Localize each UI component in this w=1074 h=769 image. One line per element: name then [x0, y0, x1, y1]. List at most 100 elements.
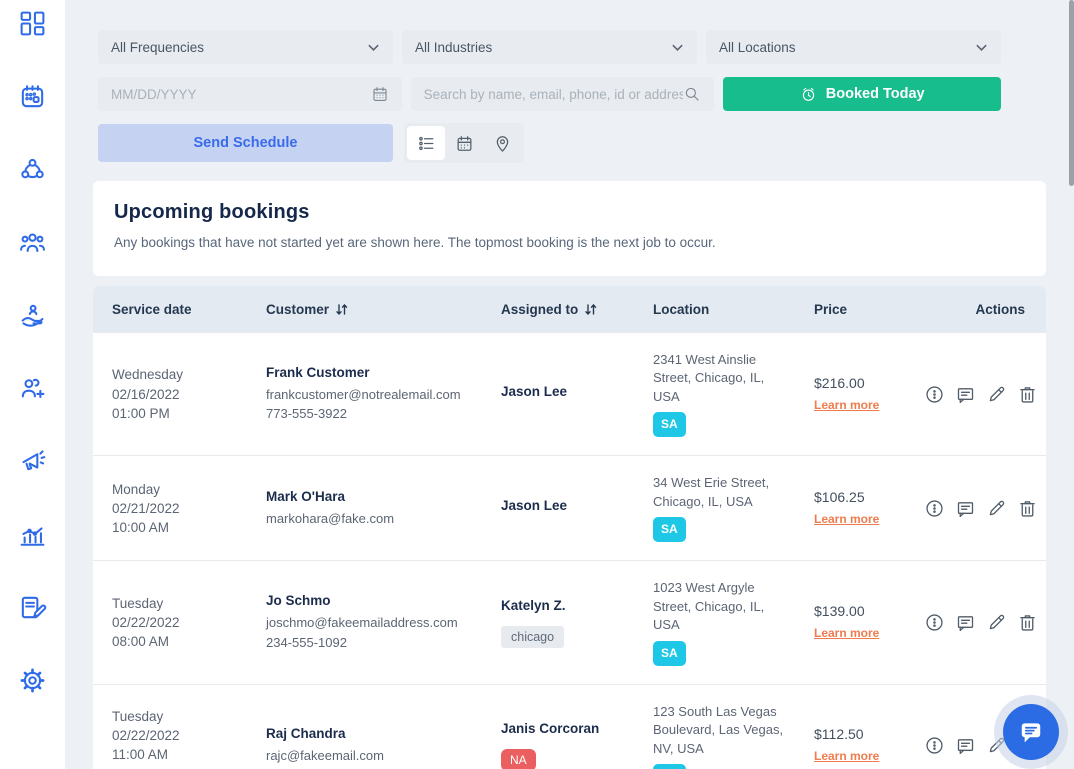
- frequencies-select[interactable]: All Frequencies: [98, 30, 393, 64]
- date-field-wrap: [98, 77, 402, 111]
- customer-name: Jo Schmo: [266, 593, 331, 609]
- location-address: 34 West Erie Street, Chicago, IL, USA: [653, 475, 770, 509]
- date-input[interactable]: [111, 86, 371, 102]
- sidebar-item-analytics[interactable]: [17, 523, 49, 551]
- location-badge: SA: [653, 764, 686, 769]
- learn-more-link[interactable]: Learn more: [814, 749, 880, 764]
- sort-icon[interactable]: [335, 302, 348, 317]
- map-pin-icon: [496, 135, 508, 152]
- edit-pencil-icon[interactable]: [986, 612, 1007, 633]
- marketing-megaphone-icon: [18, 447, 47, 481]
- list-view-icon: [418, 136, 433, 150]
- view-toggle-list[interactable]: [407, 126, 445, 160]
- sidebar: [0, 0, 65, 769]
- sidebar-item-dashboard[interactable]: [17, 9, 49, 43]
- customer-name: Raj Chandra: [266, 726, 346, 742]
- message-icon[interactable]: [955, 612, 976, 633]
- learn-more-link[interactable]: Learn more: [814, 626, 880, 641]
- sidebar-item-settings[interactable]: [17, 668, 49, 697]
- actions-cell: [905, 384, 1046, 405]
- sort-icon[interactable]: [584, 302, 597, 317]
- table-row: Wednesday 02/16/2022 01:00 PM Frank Custom…: [93, 332, 1046, 456]
- view-toggle-calendar[interactable]: [445, 126, 483, 160]
- col-customer[interactable]: Customer: [247, 302, 482, 317]
- calendar-icon[interactable]: [371, 85, 389, 103]
- scrollbar-thumb[interactable]: [1069, 0, 1074, 186]
- sidebar-item-customers[interactable]: [17, 158, 49, 186]
- booked-today-button[interactable]: Booked Today: [723, 77, 1002, 111]
- chevron-down-icon: [976, 44, 987, 51]
- booked-today-label: Booked Today: [825, 86, 925, 102]
- customer-cell: Raj Chandra rajc@fakeemail.com: [247, 726, 482, 766]
- location-badge: SA: [653, 640, 686, 666]
- sidebar-item-marketing[interactable]: [17, 450, 49, 478]
- calendar-view-icon: [457, 135, 471, 151]
- learn-more-link[interactable]: Learn more: [814, 397, 880, 412]
- locations-select-value: All Locations: [719, 39, 796, 55]
- assigned-cell: Janis Corcoran NA: [482, 721, 634, 769]
- message-icon[interactable]: [955, 498, 976, 519]
- location-address: 1023 West Argyle Street, Chicago, IL, US…: [653, 580, 765, 633]
- page-title: Upcoming bookings: [114, 201, 310, 223]
- more-options-icon[interactable]: [924, 384, 945, 405]
- sidebar-item-notes[interactable]: [17, 596, 49, 624]
- customer-cell: Frank Customer frankcustomer@notrealemai…: [247, 365, 482, 424]
- main-content: All Frequencies All Industries All Locat…: [65, 0, 1074, 769]
- search-input[interactable]: [423, 86, 684, 102]
- filter-row-inputs: Booked Today: [98, 77, 1002, 111]
- assigned-cell: Jason Lee: [482, 498, 634, 518]
- search-icon[interactable]: [683, 85, 701, 103]
- customer-email: joschmo@fakeemailaddress.com: [266, 615, 458, 631]
- more-options-icon[interactable]: [924, 498, 945, 519]
- customers-network-icon: [18, 155, 47, 189]
- delete-trash-icon[interactable]: [1017, 612, 1038, 633]
- assigned-cell: Jason Lee: [482, 384, 634, 404]
- team-icon: [18, 228, 47, 262]
- locations-select[interactable]: All Locations: [706, 30, 1001, 64]
- more-options-icon[interactable]: [924, 735, 945, 756]
- customer-email: frankcustomer@notrealemail.com: [266, 386, 461, 402]
- sidebar-item-bookings[interactable]: [17, 85, 49, 113]
- assigned-name: Jason Lee: [501, 498, 568, 514]
- table-row: Monday 02/21/2022 10:00 AM Mark O'Hara mar…: [93, 455, 1046, 561]
- col-actions: Actions: [975, 301, 1025, 317]
- message-icon[interactable]: [955, 735, 976, 756]
- send-schedule-button[interactable]: Send Schedule: [98, 124, 393, 162]
- service-date-cell: Monday 02/21/2022 10:00 AM: [112, 481, 180, 535]
- more-options-icon[interactable]: [924, 612, 945, 633]
- location-badge: SA: [653, 412, 686, 438]
- price-amount: $106.25: [814, 488, 865, 505]
- scrollbar-track: [1069, 0, 1074, 769]
- chevron-down-icon: [672, 44, 683, 51]
- actions-cell: [905, 612, 1046, 633]
- message-icon[interactable]: [955, 384, 976, 405]
- assigned-cell: Katelyn Z. chicago: [482, 598, 634, 648]
- delete-trash-icon[interactable]: [1017, 384, 1038, 405]
- industries-select[interactable]: All Industries: [402, 30, 697, 64]
- actions-cell: [905, 498, 1046, 519]
- price-amount: $216.00: [814, 374, 865, 391]
- chat-fab-button[interactable]: [1003, 704, 1059, 760]
- add-user-icon: [18, 374, 47, 408]
- learn-more-link[interactable]: Learn more: [814, 511, 880, 526]
- customer-cell: Mark O'Hara markohara@fake.com: [247, 489, 482, 529]
- price-amount: $112.50: [814, 726, 864, 743]
- sidebar-item-team[interactable]: [17, 231, 49, 259]
- assigned-name: Janis Corcoran: [501, 720, 600, 736]
- sidebar-item-services[interactable]: [17, 304, 49, 332]
- edit-pencil-icon[interactable]: [986, 384, 1007, 405]
- col-location: Location: [653, 301, 710, 317]
- delete-trash-icon[interactable]: [1017, 498, 1038, 519]
- dashboard-icon: [18, 9, 47, 43]
- location-cell: 2341 West Ainslie Street, Chicago, IL, U…: [634, 351, 795, 438]
- filter-row-dropdowns: All Frequencies All Industries All Locat…: [98, 30, 1001, 64]
- sidebar-item-add-user[interactable]: [17, 377, 49, 405]
- view-toggle-map[interactable]: [483, 126, 521, 160]
- booking-calendar-icon: [18, 82, 47, 116]
- customer-name: Mark O'Hara: [266, 488, 345, 504]
- col-assigned-to[interactable]: Assigned to: [482, 302, 634, 317]
- edit-pencil-icon[interactable]: [986, 498, 1007, 519]
